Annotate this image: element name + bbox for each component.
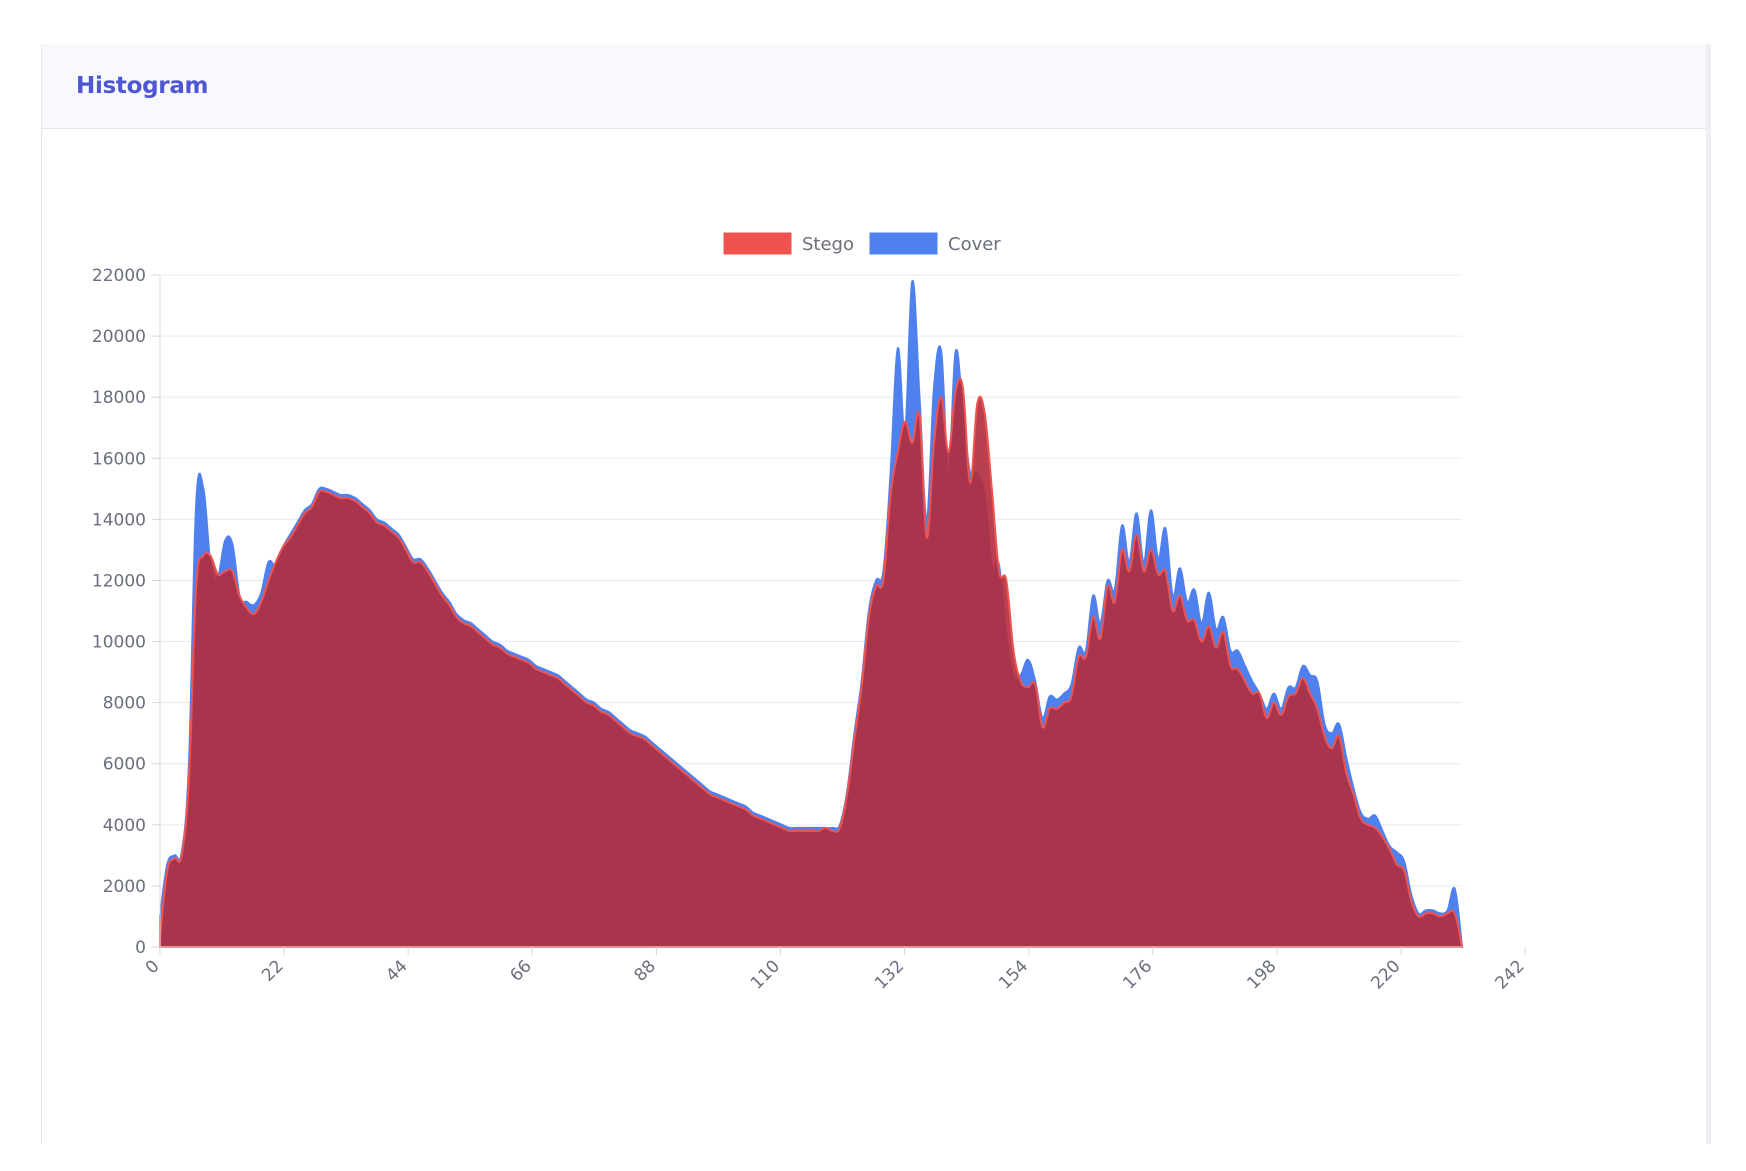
y-tick-label: 16000 [92, 449, 146, 469]
chart-area: 0 2000 4000 6000 8000 10000 12000 14000 16000 180… [42, 129, 1706, 1139]
legend-label: Stego [802, 234, 854, 255]
x-tick-label: 110 [747, 956, 784, 993]
y-tick-label: 12000 [92, 571, 146, 591]
legend-swatch [723, 232, 792, 255]
y-tick-label: 10000 [92, 633, 146, 653]
y-tick-label: 6000 [103, 755, 146, 775]
y-tick-label: 22000 [92, 266, 146, 286]
card-header: Histogram [42, 44, 1706, 129]
series-area-stego [159, 377, 1464, 948]
y-tick-label: 20000 [92, 327, 146, 347]
x-tick-label: 176 [1119, 956, 1156, 993]
histogram-chart: 0 2000 4000 6000 8000 10000 12000 14000 16000 180… [92, 232, 1529, 993]
y-tick-label: 4000 [103, 816, 146, 836]
y-tick-label: 8000 [103, 694, 146, 714]
legend-swatch [869, 232, 938, 255]
x-tick-label: 22 [258, 956, 287, 985]
x-tick-label: 220 [1367, 956, 1404, 993]
x-tick-label: 132 [871, 956, 908, 993]
card-title: Histogram [76, 73, 209, 99]
legend-item-cover[interactable]: Cover [869, 232, 1001, 255]
series-layer [159, 280, 1464, 948]
y-tick-label: 0 [135, 938, 146, 958]
x-tick-label: 66 [506, 956, 535, 985]
legend-item-stego[interactable]: Stego [723, 232, 854, 255]
histogram-card: Histogram 0 2000 4000 6000 8000 10000 12000 140… [41, 44, 1711, 1144]
x-tick-label: 44 [382, 956, 411, 985]
y-tick-label: 18000 [92, 388, 146, 408]
x-tick-label: 0 [142, 956, 164, 978]
x-tick-label: 154 [995, 956, 1032, 993]
x-tick-label: 242 [1492, 956, 1529, 993]
x-tick-label: 198 [1243, 956, 1280, 993]
legend[interactable]: Stego Cover [723, 232, 1001, 255]
y-tick-label: 14000 [92, 510, 146, 530]
x-tick-label: 88 [630, 956, 659, 985]
legend-label: Cover [948, 234, 1001, 255]
y-tick-label: 2000 [103, 877, 146, 897]
